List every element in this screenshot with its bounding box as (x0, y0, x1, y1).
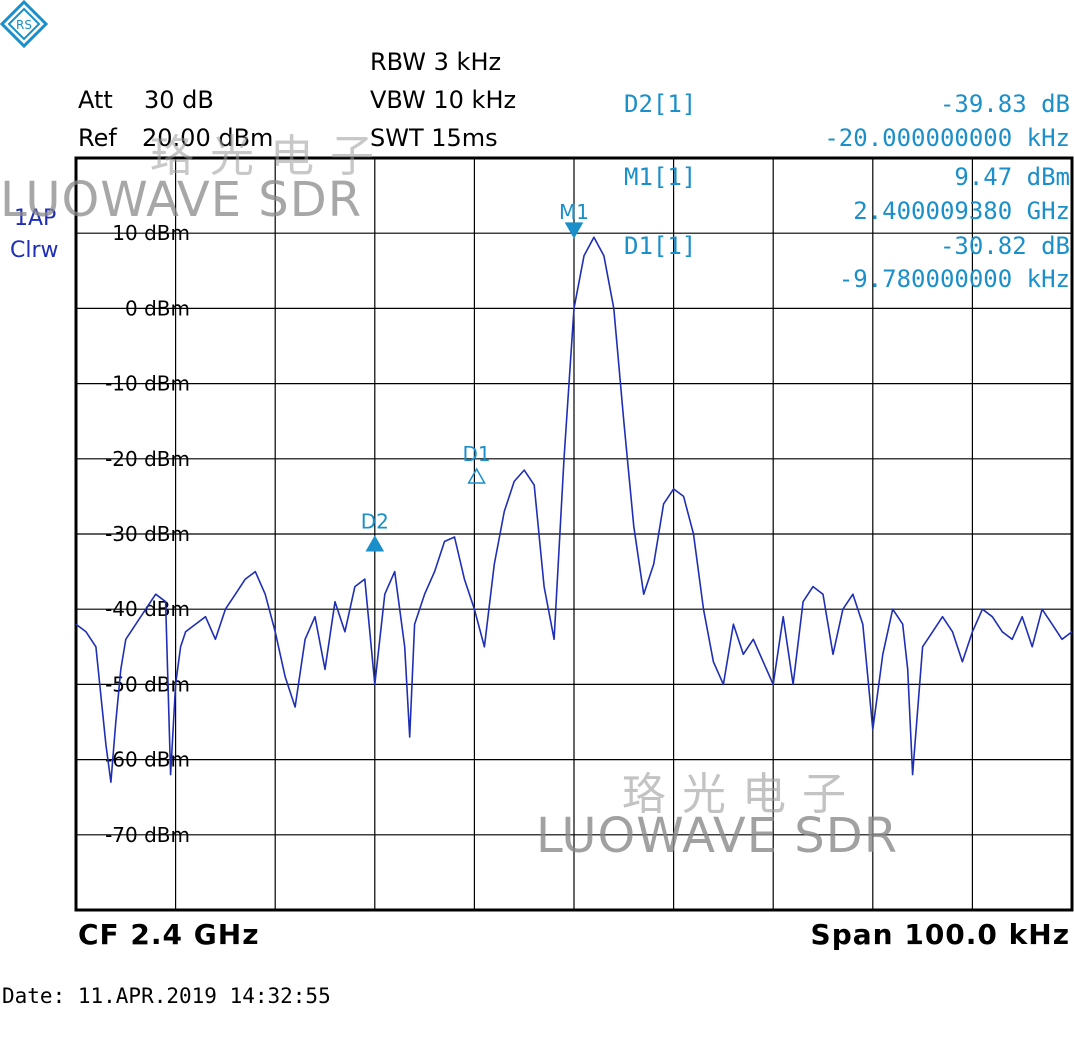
swt-setting: SWT 15ms (370, 124, 498, 152)
marker-d2-symbol (365, 535, 385, 552)
trace-mode-label: 1AP (14, 206, 57, 231)
watermark-english-bottom: LUOWAVE SDR (536, 808, 899, 864)
y-tick-label: -60 dBm (105, 748, 190, 772)
d2-marker-freq: -20.000000000 kHz (824, 124, 1070, 152)
y-tick-labels: 10 dBm 0 dBm -10 dBm -20 dBm -30 dBm -40 dBm -… (105, 221, 190, 847)
y-tick-label: -70 dBm (105, 823, 190, 847)
y-tick-label: -30 dBm (105, 522, 190, 546)
att-label: Att (78, 86, 113, 114)
y-tick-label: -10 dBm (105, 372, 190, 396)
y-tick-label: -40 dBm (105, 597, 190, 621)
watermark-english-top: LUOWAVE SDR (0, 172, 363, 228)
svg-text:RS: RS (16, 18, 32, 32)
rbw-setting: RBW 3 kHz (370, 48, 502, 76)
y-tick-label: 10 dBm (112, 221, 190, 245)
att-value: 30 dB (144, 86, 214, 114)
marker-m1-label: M1 (559, 200, 589, 224)
d1-marker-level: -30.82 dB (939, 232, 1070, 260)
y-tick-label: 0 dBm (125, 296, 190, 320)
marker-d2-label: D2 (361, 510, 389, 534)
ref-label: Ref (78, 124, 117, 152)
timestamp: Date: 11.APR.2019 14:32:55 (2, 984, 331, 1008)
d2-marker-name: D2[1] (624, 90, 697, 118)
marker-d1-label: D1 (463, 442, 491, 466)
trace-detector-label: Clrw (10, 238, 59, 263)
d1-marker-freq: -9.780000000 kHz (838, 265, 1070, 293)
ref-value: 20.00 dBm (142, 124, 274, 152)
span: Span 100.0 kHz (810, 918, 1070, 951)
vbw-setting: VBW 10 kHz (370, 86, 517, 114)
y-tick-label: -20 dBm (105, 447, 190, 471)
trace-group (75, 236, 1073, 784)
watermark-chinese-bottom: 珞光电子 (622, 769, 862, 820)
rohde-schwarz-logo-icon: RS (0, 0, 48, 48)
d2-marker-level: -39.83 dB (939, 90, 1070, 118)
marker-m1-symbol (564, 222, 584, 239)
m1-marker-name: M1[1] (624, 163, 697, 191)
m1-marker-level: 9.47 dBm (954, 163, 1070, 191)
watermark-chinese-top: 珞光电子 (150, 131, 390, 182)
marker-group: M1 D1 D2 (361, 200, 589, 552)
center-frequency: CF 2.4 GHz (78, 918, 260, 951)
m1-marker-freq: 2.400009380 GHz (853, 197, 1070, 225)
spectrum-trace (75, 236, 1073, 784)
marker-d1-symbol (467, 467, 486, 484)
d1-marker-name: D1[1] (624, 232, 697, 260)
